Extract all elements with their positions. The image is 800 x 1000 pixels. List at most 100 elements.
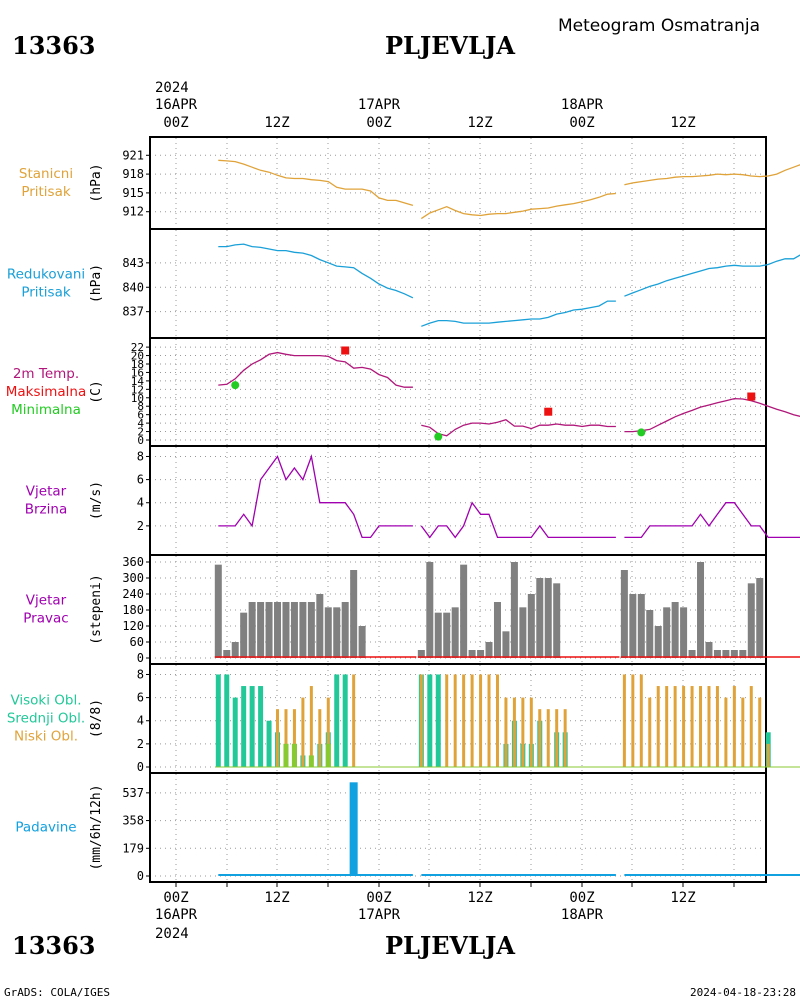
tmin-marker <box>637 428 646 437</box>
direction-bar <box>477 650 485 658</box>
cloud-bar <box>318 709 322 767</box>
y-axis-label: (hPa) <box>89 264 104 303</box>
direction-bar <box>544 578 552 658</box>
product-title: Meteogram Osmatranja <box>558 16 760 36</box>
panel-label: Visoki Obl. <box>10 693 81 709</box>
direction-bar <box>697 562 705 658</box>
tmax-marker <box>747 392 756 401</box>
y-tick-label: 2 <box>137 737 144 751</box>
panel-label: Brzina <box>25 502 67 518</box>
panel-label: Minimalna <box>11 402 81 418</box>
direction-bar <box>460 564 468 658</box>
direction-bar <box>663 607 671 658</box>
series-line <box>420 501 616 539</box>
panel-wind_direction: 0 60 120 180 240 300 360 (stepeni) Vjetar Pravac <box>23 554 800 665</box>
direction-bar <box>324 607 332 658</box>
station-id-bottom: 13363 <box>12 931 96 960</box>
panel-label: Pravac <box>23 611 68 627</box>
cloud-bar <box>538 709 542 767</box>
y-tick-label: 6 <box>137 409 144 422</box>
y-tick-label: 18 <box>131 358 144 371</box>
cloud-bar <box>707 686 711 767</box>
cloud-bar <box>715 686 719 767</box>
series-line <box>218 454 413 539</box>
cloud-bar <box>732 686 736 767</box>
direction-bar <box>426 562 434 658</box>
series-line <box>624 254 800 297</box>
meteogram-panels: 912915918921(hPa)StanicniPritisak8378408… <box>6 136 800 887</box>
cloud-bar <box>470 674 474 767</box>
direction-bar <box>493 602 501 658</box>
cloud-bar <box>301 697 305 767</box>
cloud-bar <box>334 674 340 767</box>
y-tick-label: 180 <box>122 603 144 617</box>
cloud-bar <box>656 686 660 767</box>
series-line <box>218 351 413 388</box>
direction-bar <box>282 602 290 658</box>
direction-bar <box>680 607 688 658</box>
y-tick-label: 12 <box>131 383 144 396</box>
panel-label: Vjetar <box>26 593 67 609</box>
y-tick-label: 179 <box>122 841 144 855</box>
cloud-bar <box>241 686 247 767</box>
direction-bar <box>231 642 239 658</box>
y-tick-label: 843 <box>122 256 144 270</box>
direction-bar <box>705 642 713 658</box>
direction-bar <box>536 578 544 658</box>
direction-bar <box>620 570 628 658</box>
panel-label: 2m Temp. <box>13 366 79 382</box>
cloud-bar <box>487 674 491 767</box>
y-tick-label: 537 <box>122 786 144 800</box>
cloud-bar <box>682 686 686 767</box>
y-tick-label: 912 <box>122 205 144 219</box>
date-label-bottom-1: 16APR <box>155 907 198 923</box>
cloud-bar <box>325 743 331 767</box>
y-tick-label: 360 <box>122 555 144 569</box>
y-tick-label: 2 <box>137 426 144 439</box>
cloud-bar <box>622 674 626 767</box>
cloud-bar <box>453 674 457 767</box>
direction-bar <box>502 631 510 658</box>
direction-bar <box>468 650 476 658</box>
direction-bar <box>417 650 425 658</box>
direction-bar <box>333 607 341 658</box>
panel-label: Vjetar <box>26 484 67 500</box>
panel-label: Maksimalna <box>6 384 87 400</box>
cloud-bar <box>724 697 728 767</box>
y-tick-label: 8 <box>137 667 144 681</box>
y-tick-label: 0 <box>137 651 144 665</box>
footer-credit: GrADS: COLA/IGES <box>4 986 110 999</box>
y-tick-label: 4 <box>137 714 144 728</box>
panel-label: Stanicni <box>19 166 73 182</box>
cloud-bar <box>352 674 356 767</box>
direction-bar <box>637 594 645 658</box>
tick-label-top-3: 00Z <box>366 115 391 131</box>
date-label-top-2: 17APR <box>358 97 401 113</box>
cloud-bar <box>699 686 703 767</box>
cloud-bar <box>749 686 753 767</box>
series-line <box>624 397 800 433</box>
direction-bar <box>443 612 451 658</box>
cloud-bar <box>309 686 313 767</box>
cloud-bar <box>308 755 314 767</box>
direction-bar <box>240 612 248 658</box>
cloud-bar <box>555 709 559 767</box>
y-tick-label: 16 <box>131 366 144 379</box>
direction-bar <box>223 650 231 658</box>
station-name-top: PLJEVLJA <box>385 31 515 60</box>
y-axis-label: (8/8) <box>89 699 104 738</box>
y-axis-label: (mm/6h/12h) <box>89 784 104 870</box>
direction-bar <box>629 594 637 658</box>
panel-frame <box>149 136 767 230</box>
direction-bar <box>756 578 764 658</box>
direction-bar <box>257 602 265 658</box>
direction-bar <box>434 612 442 658</box>
cloud-bar <box>291 743 297 767</box>
direction-bar <box>316 594 324 658</box>
y-tick-label: 2 <box>137 519 144 533</box>
tmin-marker <box>231 381 240 390</box>
direction-bar <box>646 610 654 658</box>
direction-bar <box>248 602 256 658</box>
y-tick-label: 14 <box>131 375 145 388</box>
direction-bar <box>519 607 527 658</box>
